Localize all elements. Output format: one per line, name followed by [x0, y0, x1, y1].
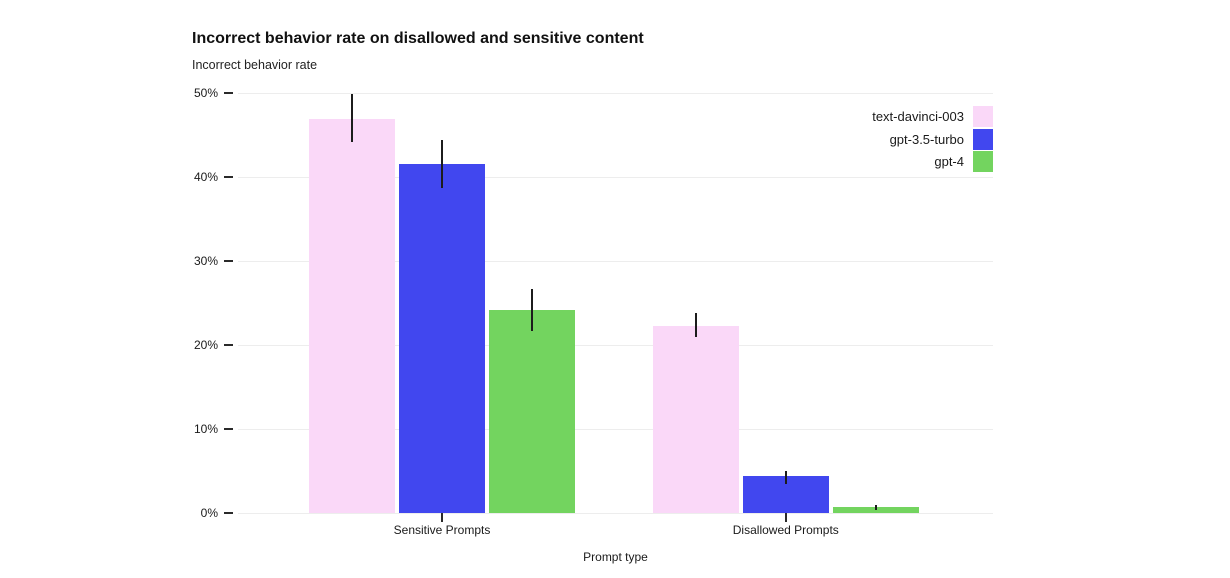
bar-gpt-4-Sensitive Prompts [489, 309, 576, 513]
gridline-40% [238, 176, 993, 178]
gridline-50% [238, 92, 993, 94]
bar-gpt-3.5-turbo-Sensitive Prompts [399, 164, 485, 513]
legend-label-gpt-4: gpt-4 [934, 154, 964, 169]
legend-swatch-gpt-4 [973, 151, 993, 172]
gridline-30% [238, 260, 993, 262]
error-bar-gpt-4-Sensitive Prompts [531, 288, 534, 331]
error-bar-text-davinci-003-Sensitive Prompts [350, 93, 353, 142]
y-tick-50% [224, 92, 233, 94]
y-tick-label-50%: 50% [193, 86, 218, 100]
error-bar-gpt-4-Disallowed Prompts [875, 504, 878, 510]
gridline-0% [238, 512, 993, 514]
gridline-20% [238, 344, 993, 346]
legend-item-gpt-3.5-turbo: gpt-3.5-turbo [872, 128, 993, 150]
plot-area: 0% 10% 20% 30% 40% 50% Sensitive Prompts Disall… [194, 86, 993, 537]
y-tick-label-30%: 30% [193, 254, 218, 268]
y-tick-10% [224, 428, 233, 430]
x-tick-label-Disallowed Prompts: Disallowed Prompts [732, 523, 839, 537]
y-tick-label-10%: 10% [193, 422, 218, 436]
error-bar-gpt-3.5-turbo-Sensitive Prompts [441, 140, 443, 188]
y-tick-40% [224, 176, 233, 178]
x-axis-title: Prompt type [583, 550, 648, 564]
y-axis-title: Incorrect behavior rate [192, 58, 318, 72]
x-tick-Sensitive Prompts [441, 513, 443, 522]
legend-swatch-gpt-3.5-turbo [973, 128, 993, 150]
y-tick-20% [224, 344, 233, 346]
bar-text-davinci-003-Disallowed Prompts [652, 325, 739, 513]
error-bar-text-davinci-003-Disallowed Prompts [694, 313, 697, 337]
bar-text-davinci-003-Sensitive Prompts [308, 119, 395, 513]
legend-label-text-davinci-003: text-davinci-003 [872, 109, 964, 124]
legend-item-text-davinci-003: text-davinci-003 [872, 106, 993, 127]
y-tick-label-40%: 40% [193, 170, 218, 184]
legend: text-davinci-003 gpt-3.5-turbo gpt-4 [872, 106, 993, 174]
legend-swatch-text-davinci-003 [973, 106, 993, 127]
x-tick-Disallowed Prompts [784, 513, 787, 522]
gridline-10% [238, 428, 993, 430]
y-tick-0% [224, 512, 233, 514]
legend-item-gpt-4: gpt-4 [872, 151, 993, 172]
legend-label-gpt-3.5-turbo: gpt-3.5-turbo [889, 131, 964, 147]
y-tick-label-20%: 20% [193, 338, 218, 352]
error-bar-gpt-3.5-turbo-Disallowed Prompts [784, 471, 787, 485]
y-tick-30% [224, 260, 233, 262]
y-tick-label-0%: 0% [200, 506, 218, 520]
chart-title: Incorrect behavior rate on disallowed an… [192, 30, 644, 47]
x-tick-label-Sensitive Prompts: Sensitive Prompts [393, 523, 491, 537]
bar-gpt-4-Disallowed Prompts [833, 507, 920, 513]
